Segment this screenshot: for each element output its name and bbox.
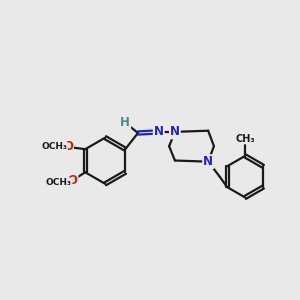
Text: N: N	[170, 125, 180, 138]
Text: methoxy: methoxy	[48, 146, 55, 147]
Text: N: N	[154, 125, 164, 138]
Text: O: O	[68, 174, 77, 187]
Text: O: O	[63, 140, 73, 153]
Text: OCH₃: OCH₃	[41, 142, 67, 152]
Text: OCH₃: OCH₃	[41, 142, 67, 152]
Text: OCH₃: OCH₃	[46, 178, 72, 187]
Text: O: O	[63, 140, 73, 153]
Text: methoxy: methoxy	[48, 146, 55, 148]
Text: N: N	[203, 155, 213, 168]
Text: H: H	[120, 116, 130, 129]
Text: CH₃: CH₃	[235, 134, 255, 144]
